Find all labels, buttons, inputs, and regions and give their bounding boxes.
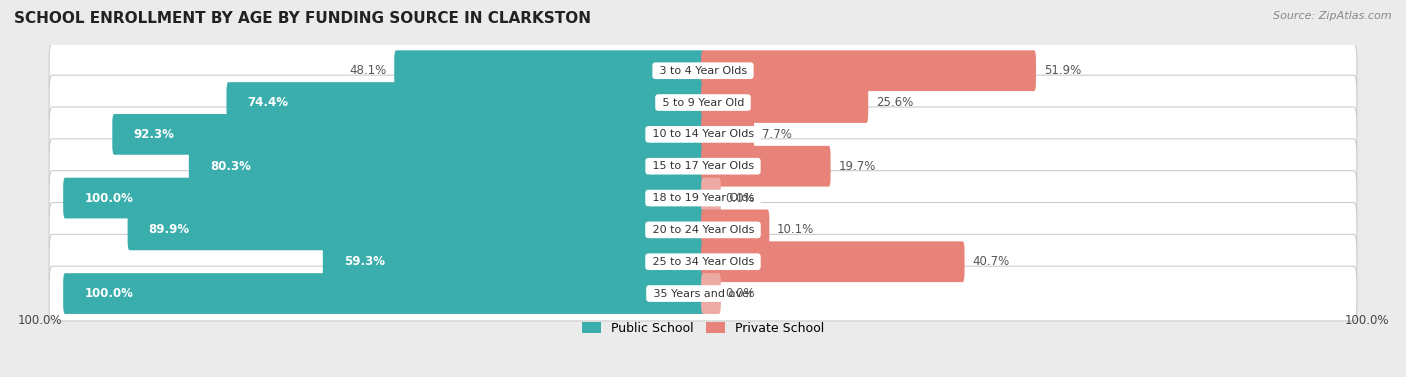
Text: 80.3%: 80.3% [209, 160, 250, 173]
Text: 25 to 34 Year Olds: 25 to 34 Year Olds [648, 257, 758, 267]
FancyBboxPatch shape [323, 241, 704, 282]
Text: 10 to 14 Year Olds: 10 to 14 Year Olds [648, 129, 758, 139]
FancyBboxPatch shape [49, 171, 1357, 225]
Text: 40.7%: 40.7% [972, 255, 1010, 268]
Text: 59.3%: 59.3% [344, 255, 385, 268]
FancyBboxPatch shape [702, 273, 721, 314]
Legend: Public School, Private School: Public School, Private School [576, 317, 830, 340]
FancyBboxPatch shape [49, 107, 1357, 162]
FancyBboxPatch shape [394, 51, 704, 91]
FancyBboxPatch shape [128, 210, 704, 250]
FancyBboxPatch shape [702, 178, 721, 218]
FancyBboxPatch shape [702, 82, 869, 123]
Text: 15 to 17 Year Olds: 15 to 17 Year Olds [648, 161, 758, 171]
FancyBboxPatch shape [49, 139, 1357, 194]
FancyBboxPatch shape [188, 146, 704, 187]
FancyBboxPatch shape [702, 51, 1036, 91]
Text: 20 to 24 Year Olds: 20 to 24 Year Olds [648, 225, 758, 235]
FancyBboxPatch shape [63, 273, 704, 314]
FancyBboxPatch shape [49, 202, 1357, 257]
Text: 18 to 19 Year Olds: 18 to 19 Year Olds [648, 193, 758, 203]
Text: 89.9%: 89.9% [149, 224, 190, 236]
Text: 5 to 9 Year Old: 5 to 9 Year Old [658, 98, 748, 107]
Text: SCHOOL ENROLLMENT BY AGE BY FUNDING SOURCE IN CLARKSTON: SCHOOL ENROLLMENT BY AGE BY FUNDING SOUR… [14, 11, 591, 26]
Text: 51.9%: 51.9% [1043, 64, 1081, 77]
FancyBboxPatch shape [702, 146, 831, 187]
Text: 10.1%: 10.1% [778, 224, 814, 236]
Text: 100.0%: 100.0% [17, 314, 62, 327]
FancyBboxPatch shape [702, 114, 754, 155]
FancyBboxPatch shape [226, 82, 704, 123]
Text: 25.6%: 25.6% [876, 96, 912, 109]
FancyBboxPatch shape [49, 266, 1357, 321]
Text: 100.0%: 100.0% [84, 287, 134, 300]
Text: 92.3%: 92.3% [134, 128, 174, 141]
Text: 100.0%: 100.0% [84, 192, 134, 205]
Text: 0.0%: 0.0% [725, 287, 755, 300]
FancyBboxPatch shape [63, 178, 704, 218]
Text: 48.1%: 48.1% [349, 64, 387, 77]
Text: 19.7%: 19.7% [838, 160, 876, 173]
FancyBboxPatch shape [702, 210, 769, 250]
Text: 74.4%: 74.4% [247, 96, 288, 109]
Text: Source: ZipAtlas.com: Source: ZipAtlas.com [1274, 11, 1392, 21]
Text: 100.0%: 100.0% [1344, 314, 1389, 327]
Text: 35 Years and over: 35 Years and over [650, 288, 756, 299]
FancyBboxPatch shape [112, 114, 704, 155]
FancyBboxPatch shape [49, 234, 1357, 289]
Text: 7.7%: 7.7% [762, 128, 792, 141]
FancyBboxPatch shape [49, 43, 1357, 98]
Text: 3 to 4 Year Olds: 3 to 4 Year Olds [655, 66, 751, 76]
FancyBboxPatch shape [702, 241, 965, 282]
FancyBboxPatch shape [49, 75, 1357, 130]
Text: 0.0%: 0.0% [725, 192, 755, 205]
